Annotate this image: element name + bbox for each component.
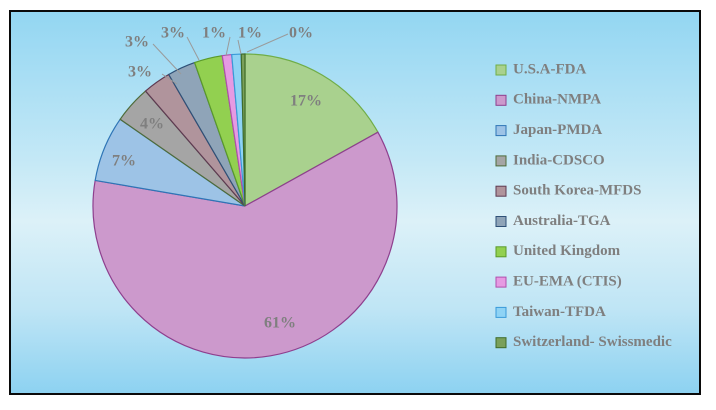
legend-label: India-CDSCO <box>513 152 605 168</box>
legend-swatch <box>495 337 507 349</box>
data-label: 0% <box>289 25 313 42</box>
legend-swatch <box>495 64 507 76</box>
data-label: 1% <box>202 25 226 42</box>
leader-line <box>152 43 182 75</box>
leader-line <box>225 36 231 57</box>
data-label: 3% <box>125 34 149 51</box>
legend-swatch <box>495 246 507 258</box>
legend-label: Australia-TGA <box>513 213 611 229</box>
legend-swatch <box>495 185 507 197</box>
pie-chart: 17% 61% 7% 4% 3% 3% 3% 1% 1% 0% U.S.A-FDA China-NM… <box>92 25 672 359</box>
leader-lines <box>152 33 289 85</box>
leader-line <box>246 33 289 53</box>
legend-swatch <box>495 125 507 137</box>
legend-swatch <box>495 94 507 106</box>
legend: U.S.A-FDA China-NMPA Japan-PMDA India-CDSCO… <box>495 61 672 350</box>
chart-frame: 17% 61% 7% 4% 3% 3% 3% 1% 1% 0% U.S.A-FDA China-NM… <box>9 10 701 395</box>
data-label: 7% <box>112 153 136 170</box>
slice-switzerland-swissmedic <box>240 53 246 207</box>
legend-label: China-NMPA <box>513 92 601 108</box>
legend-swatch <box>495 306 507 318</box>
data-label: 3% <box>128 64 152 81</box>
data-label: 1% <box>238 25 262 42</box>
pie-slices <box>92 53 398 359</box>
leader-line <box>186 36 200 61</box>
data-labels: 17% 61% 7% 4% 3% 3% 3% 1% 1% 0% <box>112 25 322 332</box>
slice-china-nmpa <box>92 131 398 359</box>
slice-u-s-a-fda <box>244 53 379 208</box>
data-label: 4% <box>140 116 164 133</box>
legend-label: EU-EMA (CTIS) <box>513 274 622 290</box>
legend-label: Taiwan-TFDA <box>513 304 606 320</box>
legend-swatch <box>495 216 507 227</box>
legend-label: South Korea-MFDS <box>513 183 641 199</box>
data-label: 61% <box>264 315 296 332</box>
legend-swatch <box>495 155 507 167</box>
legend-label: United Kingdom <box>513 243 621 259</box>
legend-swatch <box>495 276 507 288</box>
leader-line <box>161 73 178 85</box>
data-label: 17% <box>290 93 322 110</box>
legend-label: Switzerland- Swissmedic <box>513 334 672 350</box>
legend-label: U.S.A-FDA <box>513 61 586 77</box>
leader-line <box>237 39 242 55</box>
data-label: 3% <box>161 25 185 42</box>
legend-label: Japan-PMDA <box>513 122 602 138</box>
